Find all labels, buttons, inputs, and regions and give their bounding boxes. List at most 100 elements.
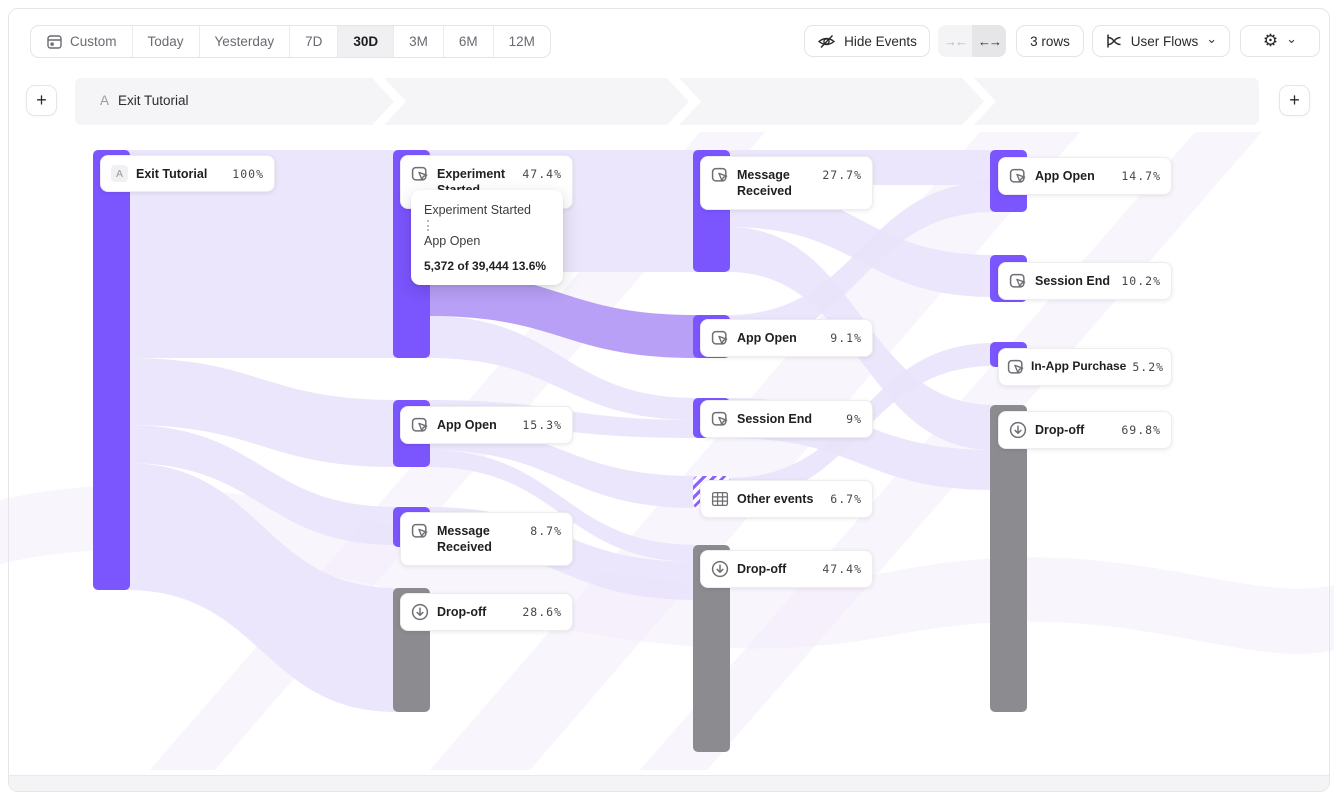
- tooltip-stats: 5,372 of 39,444 13.6%: [424, 259, 547, 273]
- node-card-in-app-purchase[interactable]: In-App Purchase 5.2%: [998, 348, 1172, 386]
- chevron-separator-icon: [667, 78, 701, 125]
- node-bar-exit-tutorial[interactable]: [93, 150, 130, 590]
- date-range-3m[interactable]: 3M: [393, 26, 443, 57]
- tooltip-to-event: App Open: [424, 234, 481, 248]
- click-event-icon: [411, 417, 428, 432]
- node-card-session-end[interactable]: Session End 10.2%: [998, 262, 1172, 300]
- drop-off-icon: [411, 603, 429, 621]
- flow-ribbon[interactable]: [728, 185, 994, 297]
- node-pct: 9%: [846, 412, 862, 426]
- click-event-icon: [711, 330, 728, 345]
- node-card-app-open[interactable]: App Open 9.1%: [700, 319, 873, 357]
- calendar-icon: [47, 35, 62, 49]
- node-label: Drop-off: [737, 562, 787, 576]
- date-range-6m[interactable]: 6M: [442, 26, 493, 57]
- node-label: App Open: [737, 331, 797, 345]
- node-pct: 10.2%: [1121, 274, 1161, 288]
- flow-ribbon[interactable]: [428, 450, 697, 562]
- date-range-today[interactable]: Today: [131, 26, 199, 57]
- link-tooltip: Experiment Started App Open 5,372 of 39,…: [411, 190, 563, 285]
- series-a-badge: A: [100, 93, 110, 108]
- node-pct: 100%: [232, 167, 264, 181]
- date-range-label: 30D: [353, 34, 379, 49]
- plus-icon: +: [36, 90, 47, 110]
- node-pct: 8.7%: [530, 524, 562, 538]
- chevron-separator-icon: [962, 78, 996, 125]
- node-pct: 69.8%: [1121, 423, 1161, 437]
- date-range-label: Yesterday: [214, 34, 275, 49]
- node-card-message-received[interactable]: Message Received 27.7%: [700, 156, 873, 210]
- node-card-drop-off[interactable]: Drop-off 28.6%: [400, 593, 573, 631]
- click-event-icon: [711, 411, 728, 426]
- node-card-drop-off[interactable]: Drop-off 69.8%: [998, 411, 1172, 449]
- node-pct: 47.4%: [522, 167, 562, 181]
- flow-step-label: A Exit Tutorial: [100, 93, 189, 108]
- node-label: Message Received: [737, 168, 792, 199]
- date-range-7d[interactable]: 7D: [289, 26, 337, 57]
- node-label: App Open: [437, 418, 497, 432]
- date-range-12m[interactable]: 12M: [492, 26, 550, 57]
- user-flows-icon: [1107, 34, 1121, 48]
- node-card-drop-off[interactable]: Drop-off 47.4%: [700, 550, 873, 588]
- node-label: Message Received: [437, 524, 492, 555]
- flow-ribbon-highlighted[interactable]: [428, 272, 697, 358]
- date-range-picker: Custom Today Yesterday 7D 30D 3M 6M 12M: [30, 25, 551, 58]
- gear-icon: ⚙: [1262, 31, 1279, 50]
- drop-off-icon: [1009, 421, 1027, 439]
- flow-ribbon[interactable]: [428, 316, 697, 420]
- node-card-app-open[interactable]: App Open 15.3%: [400, 406, 573, 444]
- node-card-app-open[interactable]: App Open 14.7%: [998, 157, 1172, 195]
- node-pct: 27.7%: [822, 168, 862, 182]
- date-range-30d[interactable]: 30D: [337, 26, 394, 57]
- flow-ribbon[interactable]: [728, 182, 994, 345]
- view-type-dropdown[interactable]: User Flows ⌄: [1092, 25, 1230, 57]
- flow-step-band[interactable]: A Exit Tutorial: [75, 78, 1259, 125]
- date-range-custom[interactable]: Custom: [31, 26, 132, 57]
- node-card-exit-tutorial[interactable]: A Exit Tutorial 100%: [100, 155, 275, 193]
- date-range-label: 12M: [508, 34, 535, 49]
- click-event-icon: [1009, 273, 1026, 288]
- node-card-other-events[interactable]: Other events 6.7%: [700, 480, 873, 518]
- add-step-right-button[interactable]: +: [1279, 85, 1310, 116]
- flow-ribbon[interactable]: [126, 358, 397, 467]
- node-label: Drop-off: [1035, 423, 1085, 437]
- plus-icon: +: [1289, 90, 1300, 110]
- node-card-message-received[interactable]: Message Received 8.7%: [400, 512, 573, 566]
- node-pct: 9.1%: [830, 331, 862, 345]
- node-label: App Open: [1035, 169, 1095, 183]
- add-step-left-button[interactable]: +: [26, 85, 57, 116]
- click-event-icon: [711, 167, 728, 182]
- date-range-yesterday[interactable]: Yesterday: [198, 26, 290, 57]
- node-card-session-end[interactable]: Session End 9%: [700, 400, 873, 438]
- settings-dropdown[interactable]: ⚙ ⌄: [1240, 25, 1320, 57]
- eye-off-icon: [817, 34, 836, 48]
- collapse-expand-toggle: →← ←→: [938, 25, 1006, 57]
- node-pct: 5.2%: [1132, 360, 1165, 374]
- node-label: Other events: [737, 492, 814, 506]
- flow-ribbon[interactable]: [126, 463, 397, 712]
- node-bar-drop-off[interactable]: [990, 405, 1027, 712]
- collapse-arrows-icon: →←: [944, 33, 968, 49]
- click-event-icon: [411, 166, 428, 181]
- connector-dots-icon: [427, 220, 429, 231]
- click-event-icon: [1009, 168, 1026, 183]
- date-range-label: 6M: [458, 34, 478, 49]
- hide-events-label: Hide Events: [844, 33, 917, 49]
- expand-arrows-icon: ←→: [978, 33, 1002, 49]
- step-chevron-separators: [372, 78, 996, 125]
- node-label: Exit Tutorial: [136, 167, 208, 181]
- node-label: Session End: [1035, 274, 1111, 288]
- flow-step-title: Exit Tutorial: [118, 93, 189, 108]
- chevron-down-icon: ⌄: [1206, 31, 1218, 46]
- hide-events-button[interactable]: Hide Events: [804, 25, 930, 57]
- collapse-columns-button[interactable]: →←: [938, 25, 972, 57]
- expand-columns-button[interactable]: ←→: [972, 25, 1006, 57]
- flow-ribbon[interactable]: [126, 150, 397, 358]
- rows-count-button[interactable]: 3 rows: [1016, 25, 1084, 57]
- flow-ribbon[interactable]: [428, 424, 697, 508]
- rows-count-label: 3 rows: [1030, 33, 1070, 49]
- flow-ribbon[interactable]: [126, 425, 397, 545]
- drop-off-icon: [711, 560, 729, 578]
- view-type-label: User Flows: [1130, 33, 1199, 49]
- click-event-icon: [1007, 359, 1024, 374]
